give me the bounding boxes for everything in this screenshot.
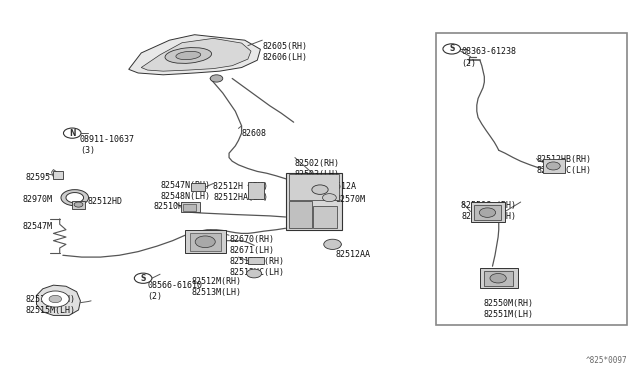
Text: 82608: 82608	[242, 129, 267, 138]
Bar	[248, 182, 264, 199]
Text: 82970M: 82970M	[22, 195, 52, 204]
Text: 82550M(RH)
82551M(LH): 82550M(RH) 82551M(LH)	[483, 299, 533, 319]
Text: 82512HB(RH)
82512HC(LH): 82512HB(RH) 82512HC(LH)	[229, 257, 284, 277]
Polygon shape	[36, 285, 81, 315]
Text: ^825*0097: ^825*0097	[586, 356, 627, 365]
Bar	[314, 206, 337, 228]
Circle shape	[443, 44, 461, 54]
Text: 82512HB(RH)
82512HC(LH): 82512HB(RH) 82512HC(LH)	[536, 155, 591, 175]
Text: 82512HD: 82512HD	[88, 197, 123, 206]
Text: 82512H (RH)
82512HA(LH): 82512H (RH) 82512HA(LH)	[213, 182, 268, 202]
Text: 82570M: 82570M	[336, 195, 365, 204]
Bar	[185, 230, 226, 253]
Bar	[543, 158, 564, 173]
Bar	[72, 201, 85, 209]
Text: 08911-10637
(3): 08911-10637 (3)	[80, 135, 135, 155]
Bar	[248, 257, 264, 264]
Text: 82512AA: 82512AA	[336, 250, 371, 259]
Text: 82547M: 82547M	[22, 222, 52, 231]
Circle shape	[312, 185, 328, 195]
Polygon shape	[54, 171, 63, 179]
Text: 82595: 82595	[25, 173, 50, 182]
Circle shape	[49, 295, 61, 303]
Circle shape	[134, 273, 152, 283]
Bar	[436, 33, 627, 324]
Circle shape	[63, 128, 81, 138]
Ellipse shape	[176, 51, 201, 60]
Circle shape	[324, 239, 341, 250]
Text: 82502(RH)
82503(LH): 82502(RH) 82503(LH)	[295, 159, 340, 179]
Polygon shape	[129, 35, 260, 75]
Text: 82547N(RH)
82548N(LH): 82547N(RH) 82548N(LH)	[160, 180, 210, 201]
Bar	[189, 232, 221, 251]
Bar	[285, 173, 342, 230]
Bar	[183, 204, 196, 211]
Circle shape	[42, 291, 69, 307]
Text: 82512M(RH)
82513M(LH): 82512M(RH) 82513M(LH)	[191, 277, 241, 297]
Bar	[180, 202, 200, 212]
Text: 08363-61238
(2): 08363-61238 (2)	[461, 48, 516, 68]
Text: 82670(RH)
82671(LH): 82670(RH) 82671(LH)	[229, 235, 274, 255]
Text: S: S	[140, 274, 146, 283]
Circle shape	[547, 162, 560, 170]
Text: 82605(RH)
82606(LH): 82605(RH) 82606(LH)	[262, 42, 307, 62]
Bar	[470, 202, 505, 222]
Text: 82512A: 82512A	[326, 182, 356, 191]
Text: 82550G (RH)
82550GA(LH): 82550G (RH) 82550GA(LH)	[461, 201, 516, 221]
Circle shape	[210, 75, 223, 82]
Text: 82514M(RH)
82515M(LH): 82514M(RH) 82515M(LH)	[25, 295, 76, 315]
Bar	[480, 268, 518, 288]
Ellipse shape	[165, 48, 212, 63]
Bar	[289, 174, 339, 201]
Text: N: N	[69, 129, 76, 138]
Circle shape	[479, 208, 495, 217]
Bar	[474, 205, 500, 220]
Bar	[289, 201, 312, 228]
Circle shape	[246, 269, 262, 278]
Circle shape	[195, 236, 215, 248]
Polygon shape	[141, 38, 251, 71]
Text: 08566-61610
(2): 08566-61610 (2)	[148, 281, 202, 301]
Circle shape	[323, 194, 336, 202]
Text: 82510H: 82510H	[154, 202, 184, 211]
Circle shape	[74, 202, 83, 207]
Circle shape	[490, 273, 506, 283]
Bar	[484, 270, 513, 286]
Bar	[191, 183, 205, 191]
Text: S: S	[449, 44, 454, 54]
